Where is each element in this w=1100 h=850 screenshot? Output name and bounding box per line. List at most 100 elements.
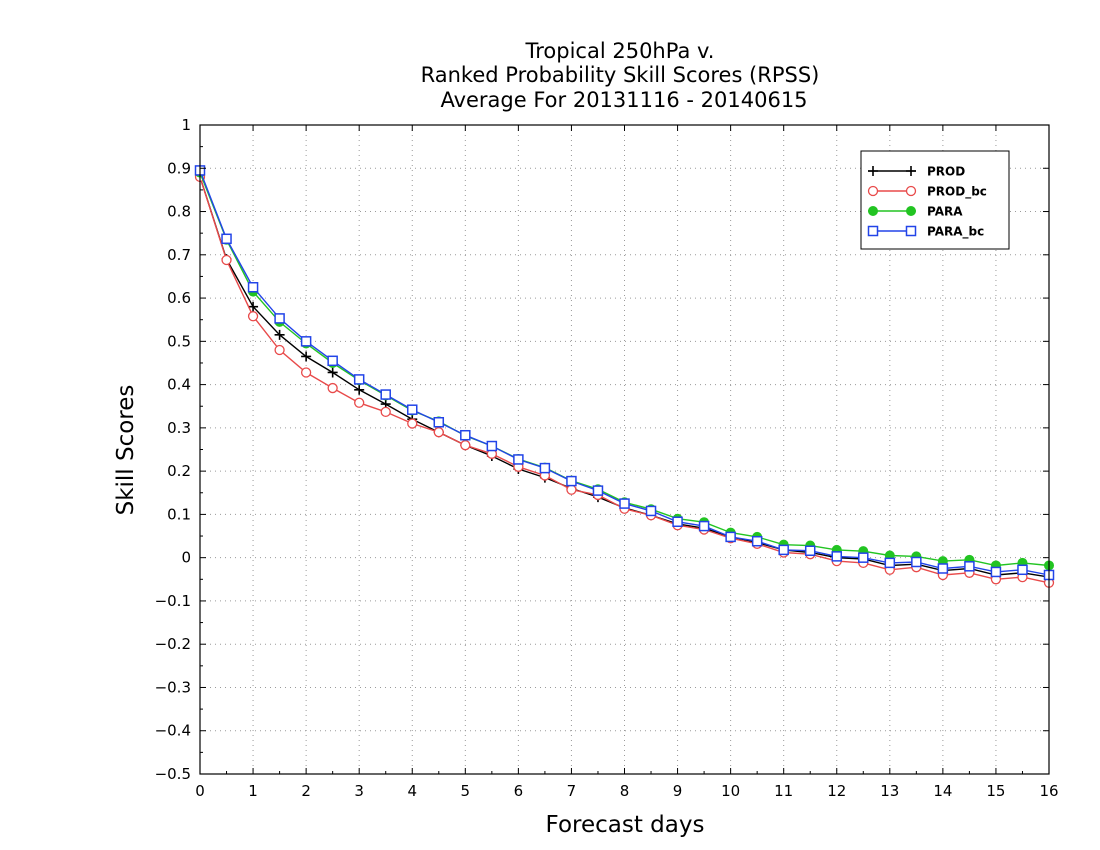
data-point-prod	[327, 367, 338, 378]
data-point-para-bc	[831, 551, 842, 562]
data-point-para-bc	[566, 475, 577, 487]
x-tick-label: 8	[620, 782, 630, 800]
data-point-para-bc	[619, 498, 630, 509]
data-point-para-bc	[911, 556, 922, 568]
y-tick-label: 0.5	[167, 332, 191, 350]
legend-label-prod: PROD	[927, 165, 965, 179]
x-tick-label: 5	[461, 782, 471, 800]
x-tick-label: 11	[774, 782, 793, 800]
data-point-para-bc	[300, 336, 312, 347]
grid-lines	[200, 125, 1049, 774]
y-tick-label: 0.9	[167, 159, 191, 177]
title-line-3: Average For 20131116 - 20140615	[440, 88, 807, 112]
data-point-para-bc	[645, 505, 657, 517]
y-tick-label: −0.4	[155, 722, 191, 740]
data-point-para-bc	[884, 557, 896, 569]
x-tick-label: 2	[301, 782, 311, 800]
data-point-prod-bc	[300, 367, 312, 378]
legend-marker-para	[906, 206, 916, 216]
legend-marker-para	[868, 206, 878, 216]
axis-ticks: 0 1 2 3 4 5 6 7 8 9 10 11 12 13 14 15 16−0.5−0.4−0.3−0.2…	[155, 116, 1059, 800]
x-tick-label: 1	[248, 782, 258, 800]
title-line-2: Ranked Probability Skill Scores (RPSS)	[421, 63, 820, 87]
data-point-prod	[301, 351, 312, 362]
data-point-prod	[354, 384, 365, 395]
legend-marker-para-bc	[905, 225, 917, 237]
data-point-para-bc	[778, 544, 789, 556]
title-line-1: Tropical 250hPa v.	[525, 39, 715, 63]
data-point-para-bc	[804, 545, 816, 556]
legend-entry-prod-bc: PROD_bc	[867, 185, 987, 200]
data-point-prod	[248, 301, 259, 312]
legend-label-prod-bc: PROD_bc	[927, 185, 987, 200]
data-point-para-bc	[460, 429, 471, 441]
data-point-para-bc	[937, 563, 949, 574]
legend-marker-prod	[868, 166, 878, 176]
y-tick-label: 0.2	[167, 462, 191, 480]
x-tick-label: 0	[195, 782, 205, 800]
x-tick-label: 6	[514, 782, 524, 800]
data-point-para-bc	[221, 233, 232, 245]
y-tick-label: 0.3	[167, 419, 191, 437]
data-point-prod-bc	[247, 311, 259, 322]
data-point-prod-bc	[327, 382, 338, 394]
data-point-para-bc	[725, 531, 736, 543]
x-tick-label: 9	[673, 782, 683, 800]
x-tick-label: 4	[407, 782, 417, 800]
x-tick-label: 15	[986, 782, 1005, 800]
chart-title: Tropical 250hPa v. Ranked Probability Sk…	[421, 39, 820, 112]
data-point-para-bc	[990, 566, 1002, 578]
data-point-prod-bc	[221, 254, 232, 266]
y-tick-label: 0.6	[167, 289, 191, 307]
y-tick-label: −0.5	[155, 765, 191, 783]
data-point-para-bc	[433, 416, 445, 428]
data-point-para-bc	[380, 389, 391, 400]
y-axis-title: Skill Scores	[113, 385, 139, 516]
legend-marker-prod-bc	[867, 185, 879, 197]
y-tick-label: 0.1	[167, 505, 191, 523]
y-tick-label: −0.1	[155, 592, 191, 610]
y-tick-label: 0	[181, 549, 191, 567]
y-tick-label: −0.2	[155, 635, 191, 653]
data-point-para-bc	[698, 520, 710, 532]
x-tick-label: 10	[721, 782, 740, 800]
data-point-prod-bc	[407, 418, 418, 429]
data-point-para-bc	[407, 404, 418, 415]
data-point-prod-bc	[460, 440, 471, 451]
data-point-para-bc	[247, 282, 259, 293]
legend-label-para-bc: PARA_bc	[927, 225, 984, 240]
data-point-para-bc	[539, 462, 551, 474]
legend-entry-para: PARA	[868, 205, 963, 219]
x-tick-label: 12	[827, 782, 846, 800]
x-tick-label: 16	[1039, 782, 1058, 800]
x-axis-title: Forecast days	[546, 812, 705, 838]
y-tick-label: 1	[181, 116, 191, 134]
legend-box	[860, 150, 1010, 250]
legend-label-para: PARA	[927, 205, 963, 219]
legend-entry-prod: PROD	[868, 165, 965, 179]
data-point-prod	[274, 329, 285, 340]
data-point-para-bc	[327, 355, 338, 367]
data-point-prod-bc	[354, 397, 365, 408]
series-para-bc	[194, 165, 1055, 581]
y-tick-label: 0.8	[167, 203, 191, 221]
data-point-para-bc	[513, 454, 524, 465]
y-tick-label: −0.3	[155, 678, 191, 696]
x-tick-label: 13	[880, 782, 899, 800]
legend: PROD PROD_bc PARA PARA_bc	[860, 150, 1010, 250]
data-point-para-bc	[672, 516, 683, 528]
x-tick-label: 7	[567, 782, 577, 800]
data-point-para-bc	[1017, 564, 1028, 576]
y-tick-label: 0.4	[167, 376, 191, 394]
x-tick-label: 3	[354, 782, 364, 800]
data-point-prod-bc	[566, 484, 577, 495]
legend-entry-para-bc: PARA_bc	[867, 225, 984, 240]
data-point-para-bc	[274, 313, 285, 324]
data-point-prod-bc	[380, 406, 391, 418]
legend-marker-para-bc	[867, 225, 879, 237]
legend-marker-prod-bc	[905, 185, 917, 197]
y-tick-label: 0.7	[167, 246, 191, 264]
data-point-para-bc	[751, 535, 763, 547]
legend-marker-prod	[906, 166, 916, 176]
